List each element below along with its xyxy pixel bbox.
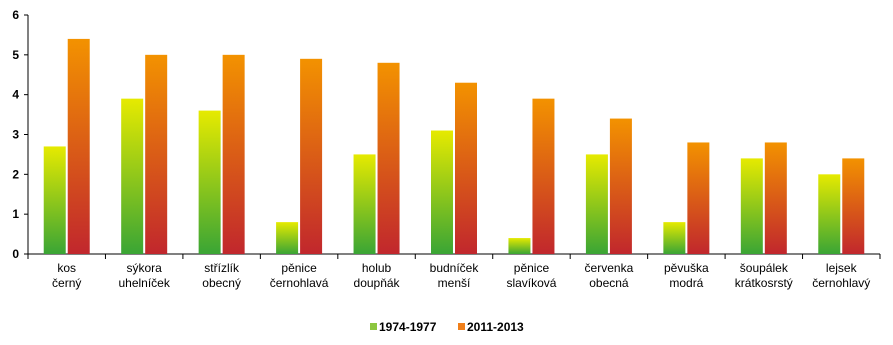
x-tick-label: pěnice černohlavá [270,261,329,290]
y-tick-label: 4 [12,88,19,102]
x-tick-label-line: černohlavá [270,276,329,290]
x-tick-label-line: pěvuška [664,261,709,275]
x-tick-label-line: obecná [589,276,629,290]
x-tick-label-line: lejsek [826,261,858,275]
x-tick-label-line: slavíková [506,276,556,290]
x-tick-label: střízlík obecný [202,261,241,290]
y-tick-label: 0 [12,247,19,261]
x-tick-label: holub doupňák [354,261,401,290]
bar-2011-2013 [455,82,477,254]
x-tick-label-line: uhelníček [118,276,170,290]
x-tick-label: sýkora uhelníček [118,261,170,290]
x-tick-label-line: šoupálek [740,261,789,275]
x-tick-label-line: pěnice [281,261,317,275]
y-tick-label: 6 [12,8,19,22]
x-tick-label-line: holub [362,261,392,275]
bar-1974-1977 [508,238,531,254]
x-tick-label-line: černý [52,276,81,290]
bar-1974-1977 [818,174,841,254]
bar-2011-2013 [300,58,323,254]
x-tick-label: pěvuška modrá [664,261,709,290]
bar-1974-1977 [740,158,763,254]
bar-2011-2013 [687,142,710,254]
bar-2011-2013 [609,118,632,254]
bar-2011-2013 [764,142,787,254]
x-tick-label-line: pěnice [514,261,550,275]
bar-1974-1977 [431,130,453,254]
bar-1974-1977 [353,154,376,254]
y-tick-label: 5 [12,48,19,62]
x-tick-label-line: budníček [430,261,480,275]
x-tick-label: červenka obecná [585,261,634,290]
axes [24,14,881,259]
x-tick-label: šoupálek krátkosrstý [735,261,793,290]
x-tick-label: lejsek černohlavý [812,261,870,290]
legend-label: 1974-1977 [379,320,437,334]
x-tick-label-line: střízlík [204,261,240,275]
bar-2011-2013 [67,38,90,255]
legend-label: 2011-2013 [467,320,524,334]
bar-1974-1977 [198,110,221,254]
bar-2011-2013 [842,158,865,254]
x-tick-label: budníček menší [430,261,480,290]
x-tick-label-line: menší [438,276,471,290]
y-tick-label: 1 [12,207,19,221]
legend-swatch [370,323,377,330]
bar-2011-2013 [145,54,168,255]
y-tick-label: 2 [12,167,19,181]
legend: 1974-1977 2011-2013 [370,320,524,334]
bar-1974-1977 [663,222,686,254]
y-tick-label: 3 [12,128,19,142]
x-tick-label: kos černý [52,261,81,290]
bars [43,38,865,255]
bar-1974-1977 [43,146,66,254]
x-tick-label-line: krátkosrstý [735,276,793,290]
x-tick-label-line: černohlavý [812,276,870,290]
x-tick-label-line: sýkora [127,261,163,275]
bar-2011-2013 [532,98,555,255]
x-tick-label-line: doupňák [354,276,401,290]
bar-1974-1977 [276,222,299,254]
x-tick-label-line: modrá [669,276,703,290]
bar-2011-2013 [222,54,245,255]
x-tick-label-line: obecný [202,276,241,290]
bar-1974-1977 [121,98,144,255]
legend-swatch [458,323,465,330]
x-tick-label-line: kos [57,261,76,275]
x-tick-label: pěnice slavíková [506,261,556,290]
bar-2011-2013 [377,62,400,254]
bar-1974-1977 [585,154,608,254]
x-tick-label-line: červenka [585,261,634,275]
